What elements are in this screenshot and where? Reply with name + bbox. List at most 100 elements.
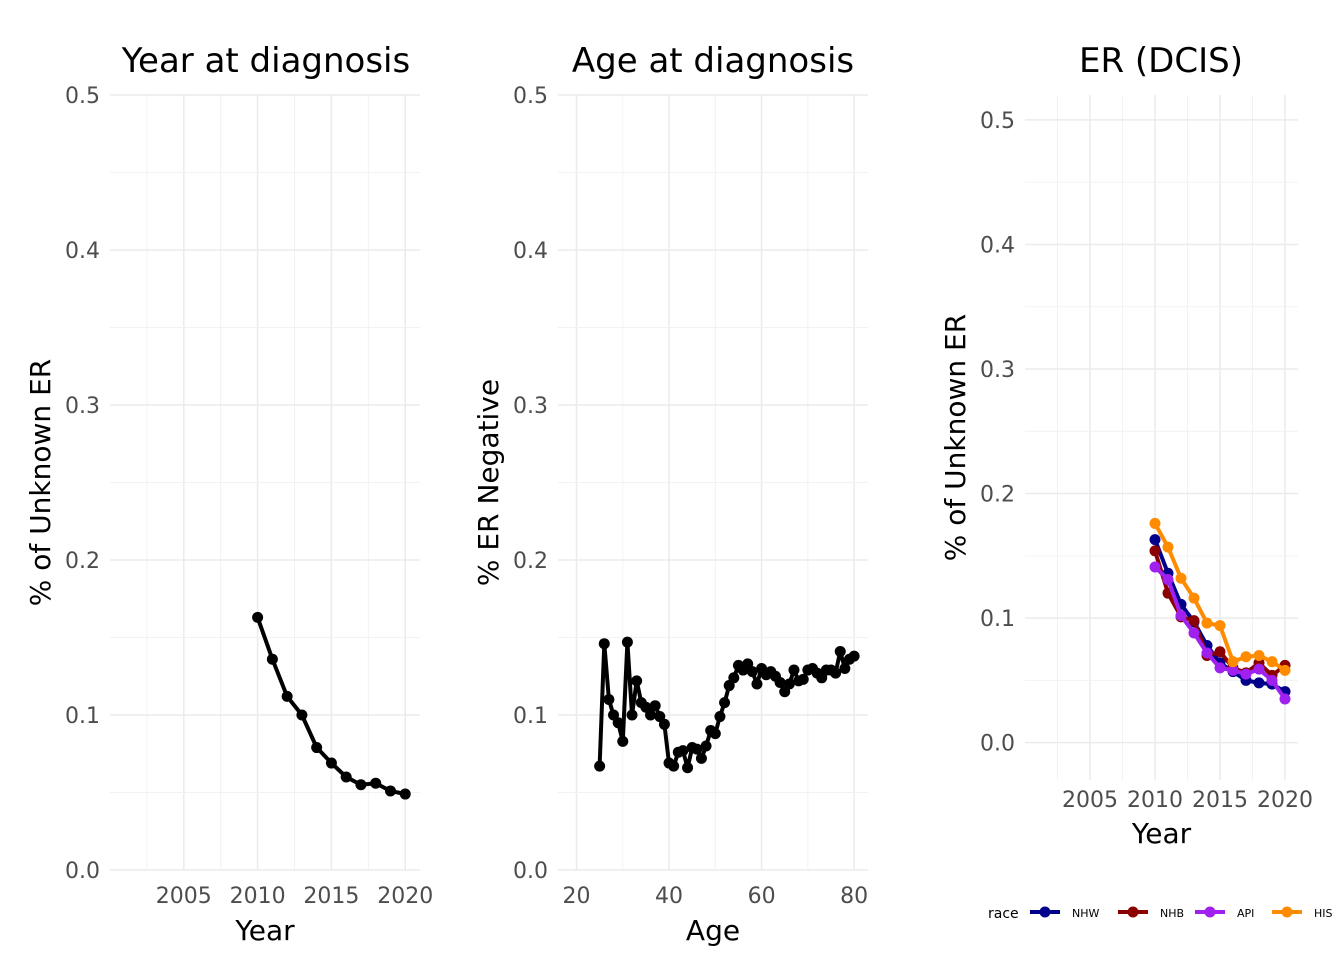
x-tick-label: 2015	[303, 884, 359, 909]
data-point	[603, 694, 615, 705]
chart-title: Year at diagnosis	[121, 41, 410, 81]
y-tick-label: 0.1	[980, 607, 1015, 632]
y-axis-title: % of Unknown ER	[24, 359, 57, 606]
y-tick-label: 0.4	[513, 239, 548, 264]
panel-2: 20 40 60 80 0.0 0.1 0.2 0.3 0.4 0.5 Age at diagnos…	[472, 41, 868, 947]
y-tick-label: 0.3	[980, 358, 1015, 383]
legend-item-nhb: NHB	[1118, 906, 1184, 920]
data-point	[617, 735, 629, 747]
data-point	[1188, 627, 1200, 639]
x-tick-label: 2005	[1062, 788, 1118, 813]
legend-item-his: HIS	[1272, 906, 1333, 920]
y-tick-label: 0.3	[513, 394, 548, 419]
data-point	[325, 757, 337, 769]
grid-lines	[558, 94, 868, 871]
data-point	[631, 675, 643, 687]
x-axis-title: Age	[686, 914, 740, 947]
data-point	[1279, 664, 1291, 676]
data-point	[1227, 664, 1239, 676]
y-tick-label: 0.1	[65, 704, 100, 729]
y-tick-label: 0.3	[65, 394, 100, 419]
x-tick-label: 80	[840, 884, 868, 909]
legend-key-point	[1127, 906, 1139, 918]
data-point	[1214, 662, 1226, 674]
y-tick-label: 0.5	[980, 109, 1015, 134]
legend-key-point	[1281, 906, 1293, 918]
data-point	[830, 667, 842, 679]
y-axis-title: % ER Negative	[472, 379, 505, 586]
data-point	[1214, 646, 1226, 658]
data-point	[788, 664, 800, 676]
x-axis-title: Year	[1131, 817, 1192, 850]
x-tick-label: 60	[748, 884, 776, 909]
data-point	[649, 700, 661, 712]
data-point	[384, 785, 396, 797]
panel-3: 2005 2010 2015 2020 0.0 0.1 0.2 0.3 0.4 0.5 ER (DC…	[939, 41, 1333, 922]
series-api	[1149, 561, 1291, 705]
data-point	[1201, 647, 1213, 659]
data-point	[266, 653, 278, 665]
data-point	[1149, 517, 1161, 529]
data-point	[1162, 573, 1174, 585]
data-point	[714, 711, 726, 723]
data-point	[1240, 668, 1252, 680]
y-tick-label: 0.1	[513, 704, 548, 729]
data-point	[1149, 545, 1161, 557]
data-point	[626, 709, 638, 721]
data-point	[1266, 656, 1278, 668]
data-point	[1227, 656, 1239, 668]
data-point	[682, 762, 694, 774]
data-point	[296, 709, 308, 721]
data-point	[677, 745, 689, 757]
data-point	[355, 779, 367, 791]
legend-title: race	[988, 906, 1019, 922]
series-1	[594, 636, 860, 774]
legend-item-api: API	[1195, 906, 1254, 920]
data-point	[695, 752, 707, 764]
data-point	[1162, 541, 1174, 553]
data-point	[1266, 674, 1278, 686]
data-point	[709, 728, 721, 740]
data-point	[746, 666, 758, 678]
data-point	[1149, 561, 1161, 573]
data-point	[598, 638, 610, 650]
x-tick-label: 2005	[156, 884, 212, 909]
data-point	[1279, 693, 1291, 705]
data-point	[751, 678, 763, 690]
data-point	[797, 673, 809, 685]
data-point	[700, 740, 712, 752]
legend-label: HIS	[1314, 907, 1333, 920]
y-tick-label: 0.0	[65, 859, 100, 884]
data-point	[1253, 649, 1265, 661]
data-point	[839, 663, 851, 674]
y-tick-label: 0.0	[980, 732, 1015, 757]
data-point	[252, 611, 264, 623]
y-tick-label: 0.2	[980, 483, 1015, 508]
data-point	[645, 709, 657, 721]
x-tick-label: 2010	[1127, 788, 1183, 813]
data-point	[658, 718, 670, 730]
data-point	[1175, 572, 1187, 584]
data-point	[1175, 610, 1187, 622]
legend: race NHW NHB API HIS	[988, 906, 1333, 922]
data-point	[834, 645, 846, 657]
data-point	[281, 690, 293, 702]
data-point	[848, 650, 860, 662]
x-tick-label: 20	[563, 884, 591, 909]
data-point	[783, 678, 795, 690]
data-point	[594, 760, 606, 772]
data-point	[1201, 617, 1213, 629]
data-point	[719, 697, 731, 709]
data-point	[621, 636, 633, 648]
legend-item-nhw: NHW	[1030, 906, 1100, 920]
x-tick-label: 2020	[377, 884, 433, 909]
x-axis-title: Year	[234, 914, 295, 947]
data-point	[728, 672, 740, 684]
data-point	[1240, 651, 1252, 663]
data-point	[399, 788, 411, 800]
data-point	[1149, 534, 1161, 546]
y-tick-label: 0.5	[65, 84, 100, 109]
data-point	[774, 676, 786, 688]
panel-1: 2005 2010 2015 2020 0.0 0.1 0.2 0.3 0.4 0.5 Year a…	[24, 41, 433, 947]
y-axis-title: % of Unknown ER	[939, 314, 972, 561]
